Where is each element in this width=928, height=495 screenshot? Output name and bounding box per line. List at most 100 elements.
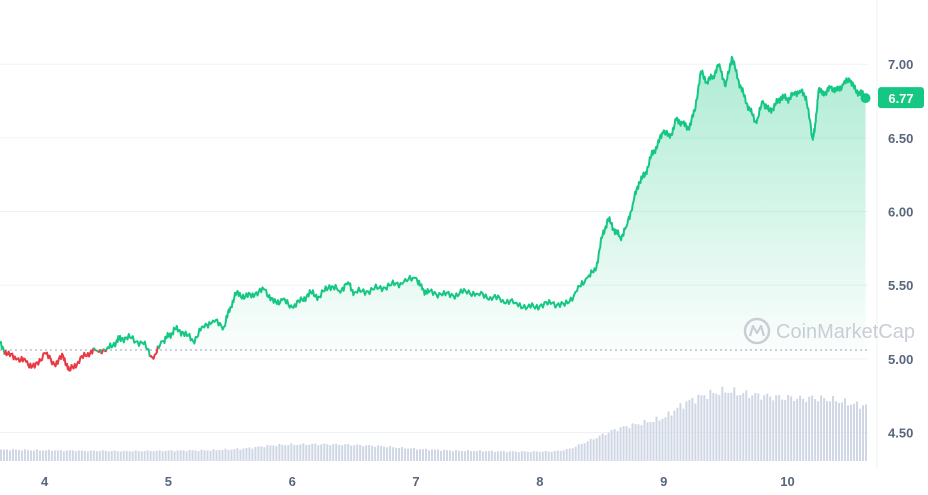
volume-bar <box>110 450 113 461</box>
volume-bar <box>703 395 706 461</box>
volume-bar <box>428 450 431 461</box>
current-price-label: 6.77 <box>888 91 913 106</box>
volume-bar <box>35 449 38 461</box>
volume-bar <box>248 447 251 461</box>
volume-bar <box>278 443 281 461</box>
volume-bar <box>113 450 116 461</box>
volume-bar <box>466 450 469 461</box>
area-fill-path <box>0 56 866 351</box>
y-tick-label: 5.00 <box>888 352 913 367</box>
volume-bar <box>311 443 314 461</box>
volume-bar <box>176 450 179 461</box>
volume-bar <box>850 404 853 461</box>
volume-bar <box>454 449 457 461</box>
volume-bar <box>505 452 508 461</box>
volume-bar <box>218 450 221 461</box>
volume-bar <box>670 415 673 461</box>
coinmarketcap-watermark: CoinMarketCap <box>743 317 915 345</box>
volume-bar <box>448 450 451 461</box>
volume-bar <box>287 445 290 461</box>
volume-bar <box>838 402 841 461</box>
y-tick-label: 5.50 <box>888 278 913 293</box>
volume-bar <box>652 422 655 461</box>
volume-bar <box>781 399 784 461</box>
volume-bar <box>589 438 592 461</box>
volume-bar <box>628 428 631 461</box>
y-axis: 4.50 5.00 5.50 6.00 6.50 7.00 <box>888 57 913 440</box>
volume-bar <box>820 395 823 461</box>
volume-bar <box>275 446 278 461</box>
volume-bar <box>20 450 23 461</box>
volume-bar <box>266 445 269 461</box>
volume-bar <box>188 449 191 461</box>
volume-bar <box>550 451 553 461</box>
x-axis: 4 5 6 7 8 9 10 <box>41 474 795 489</box>
volume-bar <box>374 446 377 461</box>
volume-bar <box>173 451 176 461</box>
volume-bar <box>541 451 544 461</box>
volume-bar <box>718 395 721 461</box>
volume-bar <box>263 447 266 461</box>
volume-bar <box>296 445 299 461</box>
volume-bar <box>50 450 53 461</box>
volume-bar <box>155 450 158 461</box>
volume-bar <box>712 392 715 461</box>
current-price-dot <box>860 93 871 104</box>
volume-bar <box>637 424 640 461</box>
volume-bar <box>404 448 407 461</box>
volume-bar <box>487 451 490 461</box>
volume-bar <box>419 449 422 461</box>
volume-bar <box>760 399 763 461</box>
volume-bar <box>317 445 320 461</box>
volume-bar <box>529 451 532 461</box>
volume-bar <box>365 445 368 461</box>
volume-bar <box>371 445 374 461</box>
volume-bar <box>715 393 718 461</box>
volume-bar <box>95 451 98 461</box>
volume-bar <box>484 451 487 461</box>
volume-bar <box>80 450 83 461</box>
volume-bar <box>425 448 428 461</box>
volume-bar <box>314 443 317 461</box>
volume-bar <box>538 451 541 461</box>
watermark-text: CoinMarketCap <box>776 321 915 343</box>
volume-bar <box>353 445 356 461</box>
volume-bar <box>598 435 601 461</box>
volume-bar <box>164 450 167 461</box>
current-price-badge-bg <box>878 87 924 109</box>
volume-bar <box>392 447 395 461</box>
volume-bar <box>682 408 685 461</box>
volume-bar <box>796 398 799 461</box>
volume-bar <box>700 395 703 461</box>
volume-bar <box>436 449 439 461</box>
price-line-up <box>156 55 867 350</box>
volume-bar <box>832 395 835 461</box>
volume-bar <box>865 404 867 461</box>
volume-bar <box>553 451 556 461</box>
volume-bar <box>368 445 371 461</box>
volume-bar <box>748 398 751 461</box>
volume-bar <box>856 401 859 461</box>
volume-bar <box>625 426 628 461</box>
volume-bar <box>739 394 742 461</box>
volume-bar <box>727 392 730 461</box>
volume-bar <box>383 446 386 461</box>
volume-bar <box>89 450 92 461</box>
volume-bar <box>86 451 89 461</box>
volume-bar <box>823 397 826 461</box>
volume-bar <box>152 451 155 461</box>
volume-bar <box>502 451 505 461</box>
volume-bar <box>128 451 131 461</box>
volume-bar <box>200 449 203 461</box>
volume-bar <box>116 451 119 461</box>
volume-bar <box>350 445 353 461</box>
price-line-down <box>3 347 95 372</box>
volume-bar <box>29 450 32 461</box>
volume-bar <box>607 432 610 461</box>
volume-bar <box>224 448 227 461</box>
volume-bar <box>293 444 296 461</box>
volume-bar <box>664 417 667 461</box>
y-tick-label: 6.50 <box>888 131 913 146</box>
volume-bar <box>622 426 625 461</box>
